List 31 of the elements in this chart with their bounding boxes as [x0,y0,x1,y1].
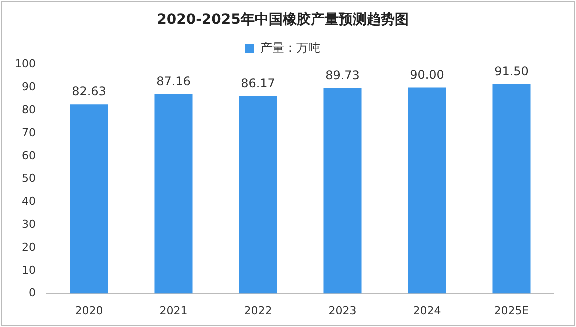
y-tick-label: 0 [28,286,36,300]
y-tick-label: 20 [22,240,36,254]
bar [239,96,278,294]
y-tick-label: 80 [22,103,36,116]
chart-title: 2020-2025年中国橡胶产量预测趋势图 [157,11,409,28]
y-tick-label: 10 [22,264,36,277]
text: 89.73 [326,68,360,82]
text: 87.16 [156,74,191,88]
x-tick-label: 2020 [75,304,104,318]
bar [70,104,108,294]
text: 86.17 [241,76,276,91]
text: 90.00 [410,68,444,82]
bar [408,88,446,294]
x-tick-label: 2025E [494,304,530,318]
text: 91.50 [494,64,529,78]
legend-label: 产量：万吨 [260,40,320,55]
y-tick-label: 70 [22,126,36,140]
x-tick-label: 2022 [244,304,272,318]
x-tick-label: 2023 [328,304,357,318]
y-tick-label: 90 [22,80,36,94]
y-tick-label: 30 [22,218,36,231]
bar [324,88,362,294]
y-tick-label: 100 [14,58,36,71]
bar [154,94,193,294]
x-tick-label: 2021 [160,304,188,318]
text: 82.63 [72,84,106,99]
y-tick-label: 60 [22,149,36,162]
y-tick-label: 40 [22,195,36,208]
x-tick-label: 2024 [413,304,442,318]
y-tick-label: 50 [22,172,36,186]
bar [492,84,531,294]
